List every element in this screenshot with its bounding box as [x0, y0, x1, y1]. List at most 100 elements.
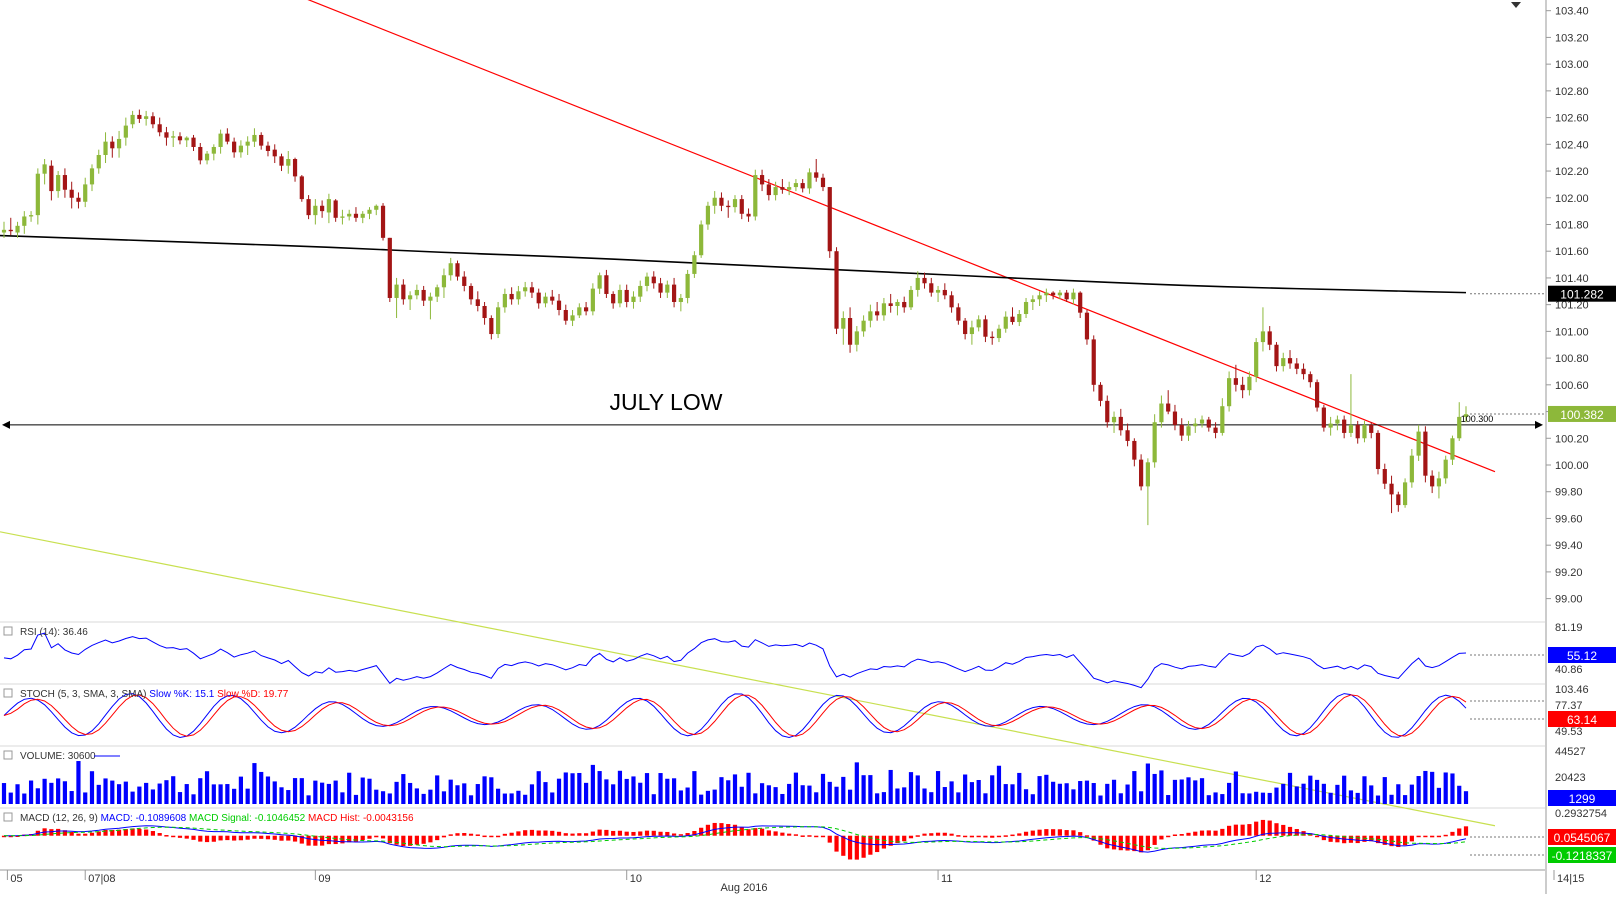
volume-bar [8, 792, 13, 804]
macd-hist-bar [1457, 828, 1462, 836]
candle-body [110, 141, 115, 149]
macd-hist-bar [252, 835, 257, 839]
volume-bar [496, 788, 501, 804]
macd-value-label: MACD: -0.1089608 [101, 813, 189, 824]
macd-hist-bar [1328, 835, 1333, 842]
volume-bar [1193, 780, 1198, 804]
candle-body [353, 213, 359, 218]
macd-hist-bar [218, 835, 223, 841]
macd-hist-bar [969, 835, 974, 838]
volume-bar [482, 776, 487, 804]
macd-hist-bar [651, 830, 656, 836]
macd-hist-bar [144, 829, 149, 836]
macd-hist-bar [692, 831, 697, 836]
volume-bar [624, 778, 629, 804]
volume-bar [1037, 776, 1042, 804]
candle-body [1416, 431, 1421, 456]
volume-bar [1382, 777, 1387, 804]
candle-body [644, 276, 650, 286]
macd-hist-bar [387, 835, 392, 844]
macd-hist-bar [523, 830, 528, 836]
volume-bar [861, 775, 866, 804]
volume-bar [665, 778, 670, 804]
macd-hist-bar [847, 835, 853, 860]
macd-hist-bar [807, 835, 812, 837]
volume-bar [963, 774, 968, 804]
macd-hist-bar [963, 835, 968, 838]
candle-body [847, 318, 853, 345]
candle-body [692, 255, 697, 274]
volume-bar [123, 781, 128, 804]
candle-body [380, 205, 386, 238]
volume-bar [1105, 783, 1110, 804]
macd-hist-bar [468, 833, 474, 836]
volume-bar [1030, 794, 1035, 804]
candle-body [367, 209, 372, 214]
macd-panel-icon [3, 812, 13, 822]
macd-hist-bar [550, 830, 555, 836]
macd-hist-bar [130, 828, 135, 836]
volume-bar [705, 790, 711, 804]
volume-bar [380, 791, 386, 804]
volume-bar [150, 789, 156, 804]
candle-body [1044, 292, 1049, 296]
price-tick-label: 99.40 [1555, 540, 1583, 552]
macd-hist-bar [313, 835, 318, 846]
candle-body [1, 229, 7, 233]
volume-bar [401, 774, 406, 804]
macd-hist-bar [793, 834, 799, 836]
candle-body [1125, 430, 1130, 441]
macd-hist-bar [516, 831, 521, 836]
candle-body [49, 165, 54, 192]
volume-bar [468, 795, 474, 804]
candle-body [1233, 378, 1238, 385]
macd-hist-bar [489, 835, 494, 838]
candle-body [1260, 331, 1266, 343]
volume-bar [631, 776, 636, 804]
volume-bar [1409, 784, 1414, 804]
volume-bar [1132, 771, 1137, 804]
candle-body [313, 205, 318, 216]
volume-bar [1254, 791, 1259, 804]
candle-body [1436, 478, 1442, 487]
volume-bar [1402, 795, 1408, 804]
macd-hist-bar [1037, 829, 1042, 836]
candle-body [1017, 314, 1022, 323]
macd-hist-bar [421, 835, 426, 844]
candle-body [42, 164, 47, 174]
volume-bar [475, 784, 480, 804]
macd-hist-bar [705, 824, 711, 836]
volume-bar [942, 787, 947, 804]
candle-body [773, 187, 778, 196]
macd-hist-bar [1179, 834, 1184, 836]
volume-bar [1186, 777, 1191, 804]
volume-bar [516, 790, 521, 804]
candle-body [631, 296, 636, 302]
volume-bar [983, 793, 988, 804]
volume-bar [144, 782, 149, 804]
macd-hist-bar [496, 835, 501, 838]
volume-bar [435, 775, 440, 804]
volume-bar [1294, 786, 1299, 804]
volume-bar [1166, 795, 1171, 804]
candle-body [421, 289, 426, 301]
volume-bar [1308, 775, 1313, 804]
volume-bar [847, 789, 853, 804]
candle-body [306, 199, 311, 216]
candle-body [1389, 483, 1394, 495]
candle-body [218, 133, 223, 147]
volume-bar [1342, 775, 1347, 804]
candle-body [1463, 414, 1469, 417]
volume-bar [387, 793, 392, 804]
volume-bar [1145, 763, 1150, 804]
upper-trendline [307, 0, 1496, 473]
candle-body [699, 224, 704, 256]
candle-body [922, 277, 927, 284]
macd-hist-bar [624, 831, 629, 836]
volume-bar [1078, 781, 1083, 804]
macd-hist-bar [164, 835, 169, 837]
candle-body [787, 187, 792, 190]
volume-bar [1314, 779, 1320, 804]
candle-body [1023, 301, 1029, 315]
